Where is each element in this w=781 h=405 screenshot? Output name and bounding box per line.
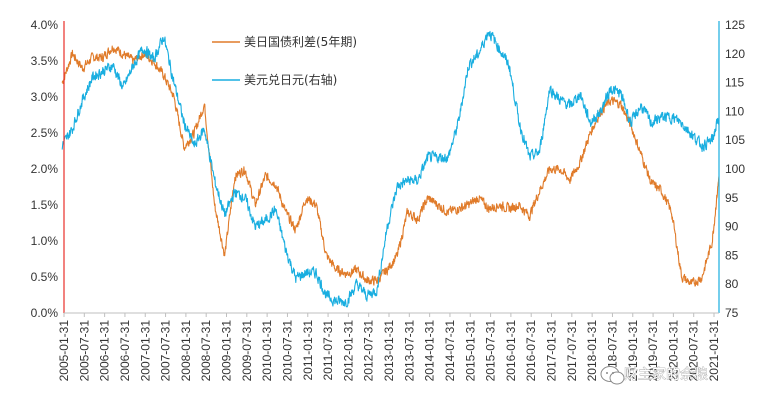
right-tick-label: 100 (725, 162, 745, 176)
legend-label: 美日国债利差(5年期) (244, 35, 357, 49)
x-tick-label: 2005-01-31 (57, 320, 71, 382)
x-tick-label: 2015-07-31 (484, 320, 498, 382)
legend: 美日国债利差(5年期) 美元兑日元(右轴) (212, 35, 357, 87)
x-tick-label: 2006-01-31 (98, 320, 112, 382)
series-line-1 (61, 45, 720, 287)
right-tick-label: 85 (725, 248, 739, 262)
x-tick-label: 2018-01-31 (585, 320, 599, 382)
right-tick-label: 80 (725, 277, 739, 291)
left-tick-label: 4.0% (31, 18, 59, 32)
right-tick-label: 105 (725, 133, 745, 147)
x-tick-label: 2008-07-31 (199, 320, 213, 382)
x-tick-label: 2013-01-31 (382, 320, 396, 382)
x-tick-label: 2018-07-31 (605, 320, 619, 382)
watermark: 财主家的余粮 (600, 366, 708, 385)
x-tick-label: 2012-01-31 (341, 320, 355, 382)
right-tick-label: 75 (725, 306, 739, 320)
x-tick-label: 2005-07-31 (77, 320, 91, 382)
x-tick-label: 2015-01-31 (463, 320, 477, 382)
left-tick-label: 0.0% (31, 306, 59, 320)
x-tick-label: 2007-07-31 (159, 320, 173, 382)
legend-label: 美元兑日元(右轴) (244, 72, 337, 87)
left-tick-label: 2.5% (31, 126, 59, 140)
right-tick-label: 115 (725, 76, 744, 90)
right-tick-label: 95 (725, 191, 739, 205)
x-tick-label: 2008-01-31 (179, 320, 193, 382)
x-tick-label: 2017-07-31 (565, 320, 579, 382)
x-tick-label: 2020-07-31 (687, 320, 701, 382)
left-tick-label: 0.5% (31, 270, 59, 284)
right-tick-label: 110 (725, 104, 744, 118)
axes-layer: 0.0% 0.5% 1.0% 1.5% 2.0% 2.5% 3.0% 3.5% 4.0% 75 80… (31, 18, 746, 381)
x-tick-label: 2016-07-31 (524, 320, 538, 382)
x-tick-label: 2013-07-31 (402, 320, 416, 382)
series-layer (61, 30, 720, 308)
x-tick-label: 2019-07-31 (646, 320, 660, 382)
right-tick-label: 120 (725, 47, 745, 61)
right-tick-label: 90 (725, 220, 739, 234)
x-tick-label: 2009-01-31 (220, 320, 234, 382)
x-tick-label: 2016-01-31 (504, 320, 518, 382)
right-tick-label: 125 (725, 18, 745, 32)
left-tick-label: 3.5% (31, 54, 59, 68)
x-tick-label: 2010-07-31 (280, 320, 294, 382)
left-tick-label: 3.0% (31, 90, 59, 104)
x-tick-label: 2006-07-31 (118, 320, 132, 382)
wechat-icon (600, 366, 625, 385)
x-tick-label: 2019-01-31 (626, 320, 640, 382)
x-tick-label: 2014-07-31 (443, 320, 457, 382)
x-tick-label: 2020-01-31 (666, 320, 680, 382)
left-tick-label: 1.5% (31, 198, 59, 212)
x-tick-label: 2017-01-31 (545, 320, 559, 382)
x-tick-label: 2012-07-31 (362, 320, 376, 382)
left-tick-label: 1.0% (31, 234, 59, 248)
left-tick-label: 2.0% (31, 162, 59, 176)
watermark-text: 财主家的余粮 (624, 366, 708, 383)
x-tick-label: 2010-01-31 (260, 320, 274, 382)
x-tick-label: 2011-01-31 (301, 320, 315, 381)
x-tick-label: 2009-07-31 (240, 320, 254, 382)
x-tick-label: 2021-01-31 (707, 320, 721, 382)
x-tick-label: 2007-01-31 (138, 320, 152, 382)
x-tick-label: 2011-07-31 (321, 320, 335, 381)
x-tick-label: 2014-01-31 (423, 320, 437, 382)
series-line-2 (61, 30, 720, 308)
